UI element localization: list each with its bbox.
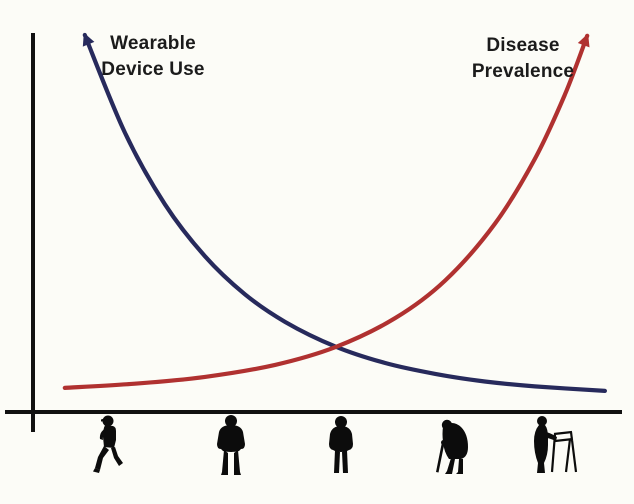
wearable-label-line1: Wearable	[110, 33, 196, 54]
disease-prevalence-label: Disease Prevalence	[454, 33, 592, 85]
wearable-device-use-label: Wearable Device Use	[86, 31, 220, 83]
elderly-with-cane-icon	[436, 419, 468, 474]
jogging-youth-icon	[93, 415, 123, 473]
wearable-label-line2: Device Use	[101, 59, 205, 80]
y-axis	[31, 33, 35, 432]
standing-adult-icon	[329, 416, 353, 473]
x-axis	[5, 410, 622, 414]
disease-label-line1: Disease	[486, 35, 560, 56]
disease-label-line2: Prevalence	[471, 61, 575, 82]
elderly-with-walker-icon	[534, 416, 578, 473]
age-silhouettes	[93, 415, 578, 475]
wearable-device-use-curve	[82, 32, 607, 393]
disease-prevalence-curve	[62, 33, 590, 390]
walking-adult-icon	[217, 415, 245, 475]
